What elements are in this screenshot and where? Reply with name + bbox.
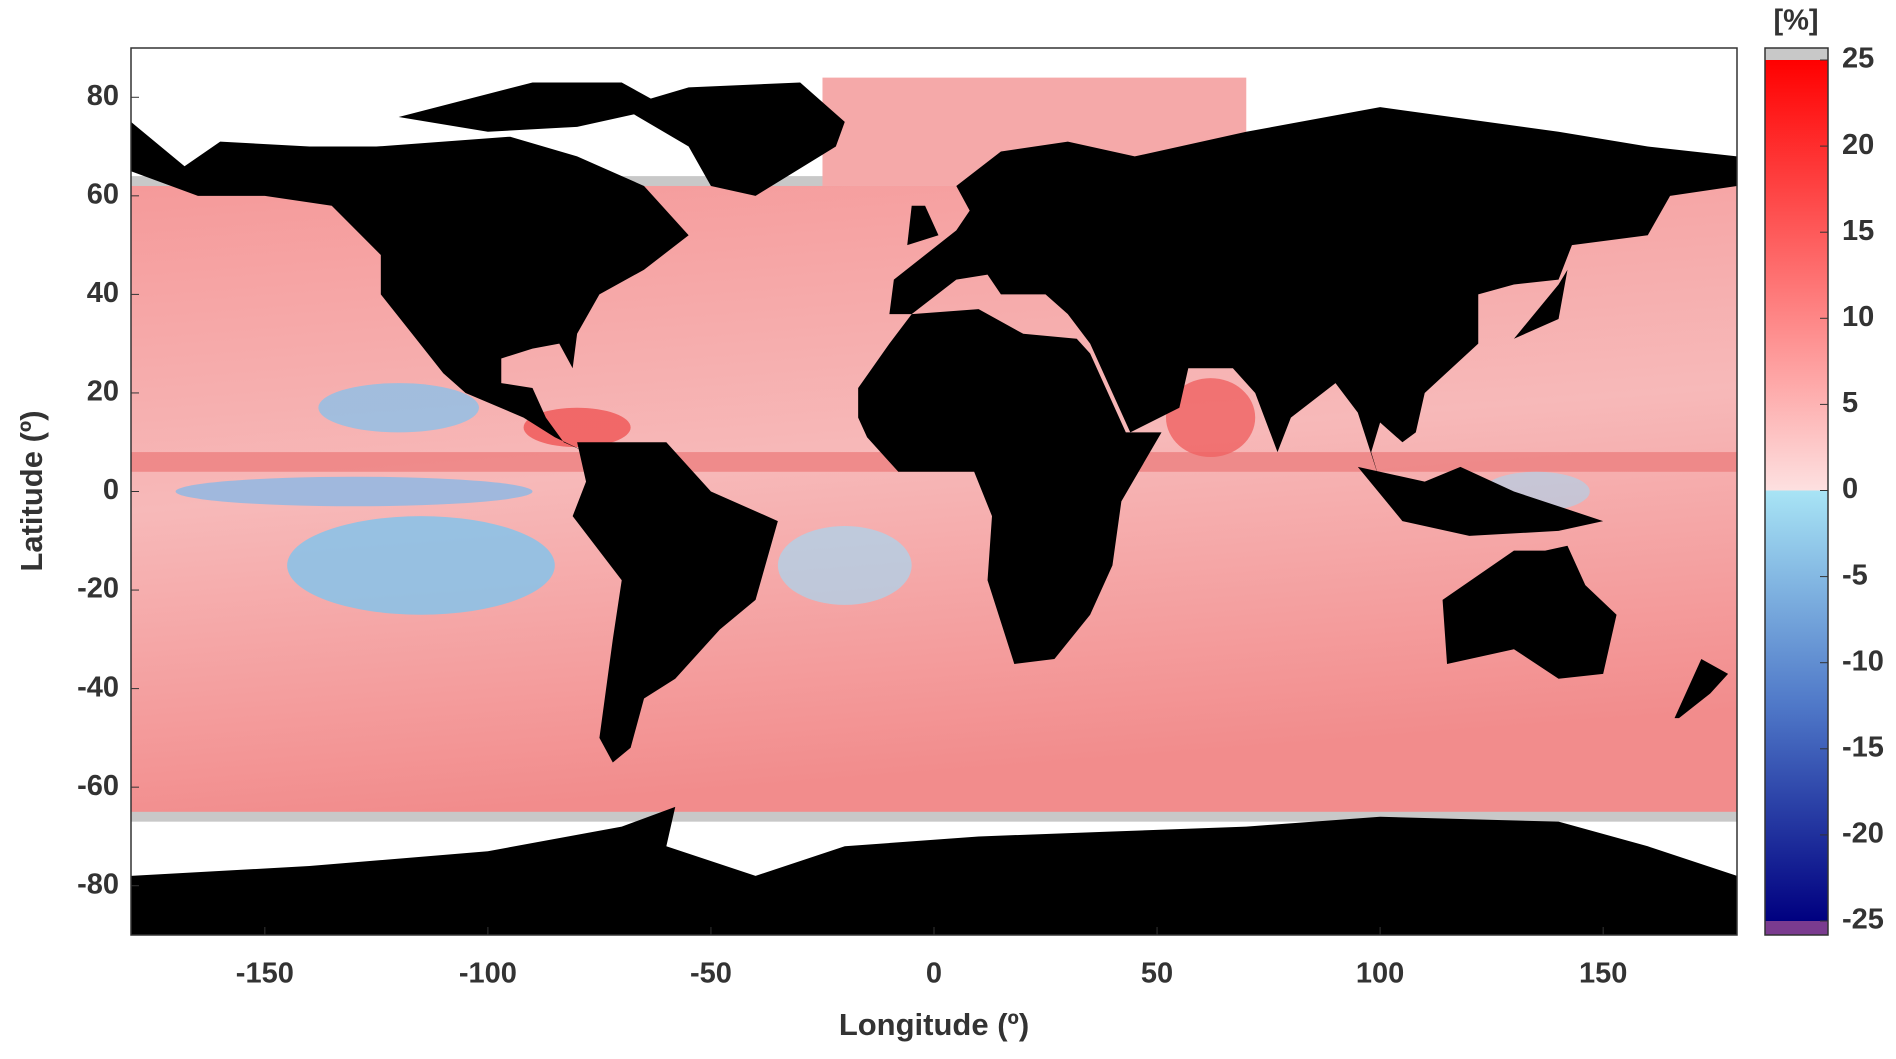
anomaly-negative xyxy=(318,383,479,433)
anomaly-negative xyxy=(287,516,555,615)
colorbar-tick-label: 10 xyxy=(1842,301,1874,333)
colorbar-top-extension xyxy=(1765,48,1828,60)
colorbar-bottom-extension xyxy=(1765,921,1828,935)
x-tick-label: -50 xyxy=(690,958,732,990)
y-tick-label: -20 xyxy=(77,573,119,605)
land xyxy=(907,205,939,246)
land xyxy=(858,309,1162,664)
colorbar xyxy=(1765,60,1828,921)
colorbar-tick-label: -20 xyxy=(1842,818,1884,850)
colorbar-tick-label: -25 xyxy=(1842,904,1884,936)
colorbar-tick-label: -5 xyxy=(1842,559,1868,591)
anomaly-positive xyxy=(1165,378,1256,458)
colorbar-tick-label: 25 xyxy=(1842,43,1874,75)
colorbar-tick-label: 20 xyxy=(1842,129,1874,161)
y-tick-label: 0 xyxy=(103,474,119,506)
y-tick-label: 60 xyxy=(87,178,119,210)
x-tick-label: 150 xyxy=(1579,958,1627,990)
map xyxy=(131,48,1737,935)
land xyxy=(1674,659,1729,719)
y-tick-label: 80 xyxy=(87,80,119,112)
x-tick-label: -100 xyxy=(459,958,517,990)
land xyxy=(131,121,689,453)
y-tick-label: 20 xyxy=(87,376,119,408)
anomaly-negative xyxy=(175,476,533,507)
colorbar-frame xyxy=(1764,47,1829,936)
arctic-ice xyxy=(131,48,1737,78)
x-tick-label: 50 xyxy=(1141,958,1173,990)
x-axis-label: Longitude (º) xyxy=(839,1007,1029,1042)
colorbar-tick-label: -10 xyxy=(1842,645,1884,677)
anomaly-negative xyxy=(777,525,912,605)
land xyxy=(1442,545,1617,679)
land xyxy=(572,442,778,763)
colorbar-tick-label: -15 xyxy=(1842,731,1884,763)
y-axis-label: Latitude (º) xyxy=(14,410,49,571)
colorbar-tick-label: 5 xyxy=(1842,387,1858,419)
colorbar-label: [%] xyxy=(1773,5,1818,37)
colorbar-tick-label: 15 xyxy=(1842,215,1874,247)
land xyxy=(398,82,667,132)
y-tick-label: 40 xyxy=(87,277,119,309)
land xyxy=(621,82,845,196)
x-tick-label: -150 xyxy=(236,958,294,990)
land xyxy=(1357,466,1604,536)
y-tick-label: -40 xyxy=(77,671,119,703)
land xyxy=(131,806,1737,935)
x-tick-label: 100 xyxy=(1356,958,1404,990)
x-tick-label: 0 xyxy=(926,958,942,990)
anomaly-positive xyxy=(523,407,631,448)
land xyxy=(889,107,1737,482)
land xyxy=(1513,269,1568,339)
colorbar-tick-label: 0 xyxy=(1842,473,1858,505)
y-tick-label: -80 xyxy=(77,868,119,900)
y-tick-label: -60 xyxy=(77,770,119,802)
